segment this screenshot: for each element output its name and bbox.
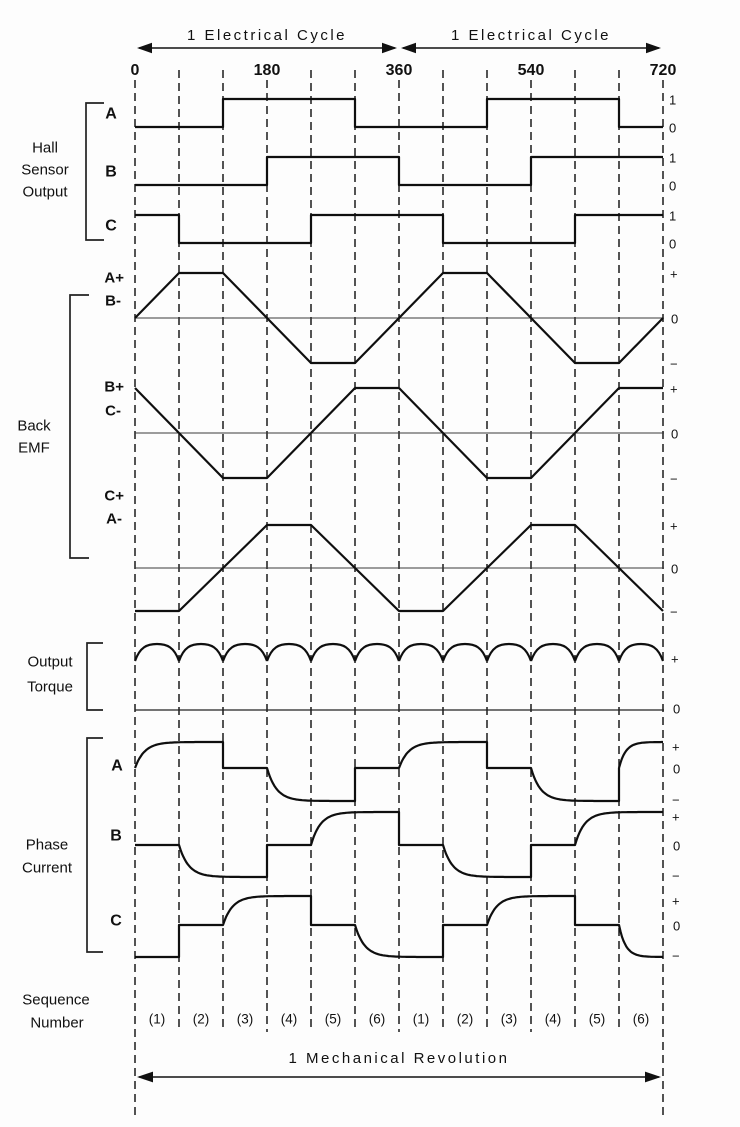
current-a-label: A [111, 758, 123, 775]
arrowhead-icon [137, 42, 152, 54]
bemf-ab-label-top: A+ [104, 270, 124, 287]
hall-c-level-1: 1 [669, 209, 676, 224]
sequence-label-7: (1) [413, 1012, 430, 1027]
trace-layer [133, 97, 665, 959]
current-c-level-zero: 0 [673, 919, 680, 934]
degree-label-540: 540 [518, 62, 545, 79]
sequence-label-6: (6) [369, 1012, 386, 1027]
bemf-bc-label-bottom: C- [105, 403, 121, 420]
arrowhead-icon [646, 42, 661, 54]
current-c-level-plus: + [672, 894, 680, 909]
torque-bracket [86, 642, 103, 711]
current-b-trace [135, 810, 663, 879]
current-c-trace [135, 894, 664, 959]
sequence-label-1: (1) [149, 1012, 166, 1027]
hall-b-level-1: 1 [669, 151, 676, 166]
bemf-bracket [69, 294, 89, 559]
sequence-label-3: (3) [237, 1012, 254, 1027]
current-c-label: C [110, 913, 122, 930]
hall-b-level-0: 0 [669, 179, 676, 194]
arrowhead-icon [645, 1071, 661, 1083]
sequence-label-8: (2) [457, 1012, 474, 1027]
bemf-title-line1: Back [17, 418, 51, 435]
degree-label-0: 0 [131, 62, 140, 79]
bemf-ca-label-top: C+ [104, 488, 124, 505]
label-layer: 0 180 360 540 720 1 0 1 0 1 0 +0 − +0 − +0 − +0 +0 − +0 − +0 − (… [131, 62, 681, 1027]
torque-trace [133, 642, 665, 662]
degree-label-360: 360 [386, 62, 413, 79]
current-title-line2: Current [22, 860, 73, 877]
bemf-ab-level-zero: 0 [671, 312, 678, 327]
bemf-ca-level-zero: 0 [671, 562, 678, 577]
torque-level-plus: + [671, 652, 679, 667]
hall-b-trace [135, 155, 663, 187]
bemf-bc-label-top: B+ [104, 379, 124, 396]
sequence-label-11: (5) [589, 1012, 606, 1027]
bemf-ca-level-minus: − [670, 605, 678, 620]
sequence-label-2: (2) [193, 1012, 210, 1027]
hall-c-level-0: 0 [669, 237, 676, 252]
hall-a-label: A [105, 106, 117, 123]
current-a-level-plus: + [672, 740, 680, 755]
bemf-ab-level-minus: − [670, 357, 678, 372]
current-b-level-zero: 0 [673, 839, 680, 854]
sequence-label-4: (4) [281, 1012, 298, 1027]
bemf-ca-trace [135, 523, 664, 613]
sequence-label-9: (3) [501, 1012, 518, 1027]
arrowhead-icon [382, 42, 397, 54]
hall-b-label: B [105, 164, 117, 181]
grid-layer [134, 70, 664, 1116]
bemf-bc-trace [134, 386, 663, 480]
degree-label-720: 720 [650, 62, 677, 79]
sequence-title-line2: Number [30, 1015, 83, 1032]
hall-bracket [85, 102, 104, 241]
bemf-ab-trace [134, 271, 664, 365]
torque-title-line1: Output [27, 654, 73, 671]
bemf-ca-level-plus: + [670, 519, 678, 534]
bemf-bc-level-plus: + [670, 382, 678, 397]
current-c-level-minus: − [672, 949, 680, 964]
hall-a-level-0: 0 [669, 121, 676, 136]
hall-a-trace [135, 97, 663, 129]
sequence-title-line1: Sequence [22, 992, 90, 1009]
bemf-bc-level-zero: 0 [671, 427, 678, 442]
hall-a-level-1: 1 [669, 93, 676, 108]
bemf-title-line2: EMF [18, 440, 50, 457]
current-b-label: B [110, 828, 122, 845]
hall-c-trace [135, 213, 663, 245]
arrowhead-icon [401, 42, 416, 54]
bemf-bc-level-minus: − [670, 472, 678, 487]
electrical-cycle-label-left: 1 Electrical Cycle [187, 27, 347, 44]
static-layer: 1 Electrical Cycle 1 Electrical Cycle Ha… [17, 27, 664, 1083]
current-title-line1: Phase [26, 837, 69, 854]
sequence-label-5: (5) [325, 1012, 342, 1027]
electrical-cycle-label-right: 1 Electrical Cycle [451, 27, 611, 44]
current-a-level-zero: 0 [673, 762, 680, 777]
current-b-level-plus: + [672, 810, 680, 825]
hall-title-line2: Sensor [21, 162, 69, 179]
sequence-label-12: (6) [633, 1012, 650, 1027]
bemf-ab-level-plus: + [670, 267, 678, 282]
torque-level-zero: 0 [673, 702, 680, 717]
hall-title-line3: Output [22, 184, 68, 201]
hall-title-line1: Hall [32, 140, 58, 157]
current-a-level-minus: − [672, 793, 680, 808]
degree-label-180: 180 [254, 62, 281, 79]
hall-c-label: C [105, 218, 117, 235]
sequence-label-10: (4) [545, 1012, 562, 1027]
torque-title-line2: Torque [27, 679, 73, 696]
current-a-trace [133, 740, 663, 803]
bemf-ca-label-bottom: A- [106, 511, 122, 528]
mechanical-revolution-label: 1 Mechanical Revolution [289, 1050, 510, 1067]
bemf-ab-label-bottom: B- [105, 293, 121, 310]
arrowhead-icon [137, 1071, 153, 1083]
current-b-level-minus: − [672, 869, 680, 884]
current-bracket [86, 737, 103, 953]
